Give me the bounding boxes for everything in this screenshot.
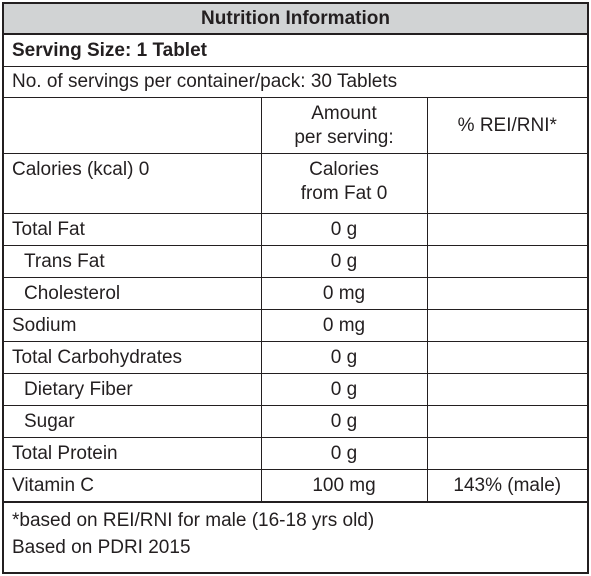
header-blank: [4, 97, 262, 154]
nutrient-rei: [426, 373, 588, 406]
serving-size-row: Serving Size: 1 Tablet: [4, 33, 588, 67]
nutrient-row-dietary-fiber: Dietary Fiber 0 g: [4, 373, 588, 406]
nutrient-name: Sodium: [4, 309, 262, 342]
nutrient-rei: [426, 213, 588, 246]
nutrient-name: Sugar: [4, 405, 262, 438]
footnote: *based on REI/RNI for male (16-18 yrs ol…: [4, 502, 587, 561]
calories-rei: [426, 153, 588, 214]
calories-label: Calories (kcal) 0: [4, 153, 262, 214]
nutrient-amount: 0 g: [260, 405, 428, 438]
header-amount-line2: per serving:: [294, 126, 394, 148]
nutrient-row-total-fat: Total Fat 0 g: [4, 213, 588, 246]
nutrient-row-vitamin-c: Vitamin C 100 mg 143% (male): [4, 469, 588, 502]
nutrient-rei: [426, 341, 588, 374]
nutrient-rei: [426, 277, 588, 310]
nutrient-name: Total Carbohydrates: [4, 341, 262, 374]
nutrient-rei: 143% (male): [426, 469, 588, 502]
nutrient-rei: [426, 437, 588, 470]
column-header-row: Amount per serving: % REI/RNI*: [4, 97, 588, 154]
serving-size: Serving Size: 1 Tablet: [4, 33, 588, 67]
nutrient-row-total-carbohydrates: Total Carbohydrates 0 g: [4, 341, 588, 374]
calories-from-fat-line1: Calories: [309, 159, 379, 180]
nutrient-row-trans-fat: Trans Fat 0 g: [4, 245, 588, 278]
nutrient-amount: 0 g: [260, 245, 428, 278]
nutrient-amount: 0 g: [260, 213, 428, 246]
nutrient-row-cholesterol: Cholesterol 0 mg: [4, 277, 588, 310]
nutrient-name: Dietary Fiber: [4, 373, 262, 406]
nutrient-amount: 0 mg: [260, 277, 428, 310]
nutrient-rei: [426, 405, 588, 438]
nutrient-amount: 100 mg: [260, 469, 428, 502]
nutrient-amount: 0 mg: [260, 309, 428, 342]
calories-row: Calories (kcal) 0 Calories from Fat 0: [4, 153, 588, 214]
nutrient-name: Total Protein: [4, 437, 262, 470]
nutrient-amount: 0 g: [260, 341, 428, 374]
nutrient-row-total-protein: Total Protein 0 g: [4, 437, 588, 470]
nutrient-name: Trans Fat: [4, 245, 262, 278]
nutrient-row-sodium: Sodium 0 mg: [4, 309, 588, 342]
nutrition-table: Nutrition Information Serving Size: 1 Ta…: [4, 4, 588, 502]
header-amount: Amount per serving:: [260, 97, 428, 154]
footnote-line2: Based on PDRI 2015: [12, 537, 191, 558]
nutrient-name: Vitamin C: [4, 469, 262, 502]
nutrient-row-sugar: Sugar 0 g: [4, 405, 588, 438]
calories-from-fat: Calories from Fat 0: [260, 153, 428, 214]
panel-title: Nutrition Information: [4, 4, 588, 35]
servings-row: No. of servings per container/pack: 30 T…: [4, 66, 588, 98]
footnote-line1: *based on REI/RNI for male (16-18 yrs ol…: [12, 510, 375, 531]
nutrient-rei: [426, 245, 588, 278]
servings-per-container: No. of servings per container/pack: 30 T…: [4, 66, 588, 98]
nutrient-rei: [426, 309, 588, 342]
nutrient-amount: 0 g: [260, 437, 428, 470]
title-row: Nutrition Information: [4, 4, 588, 35]
nutrient-name: Total Fat: [4, 213, 262, 246]
calories-from-fat-line2: from Fat 0: [300, 183, 388, 204]
header-amount-line1: Amount: [311, 102, 377, 124]
nutrient-amount: 0 g: [260, 373, 428, 406]
nutrient-name: Cholesterol: [4, 277, 262, 310]
header-rei: % REI/RNI*: [426, 97, 588, 154]
